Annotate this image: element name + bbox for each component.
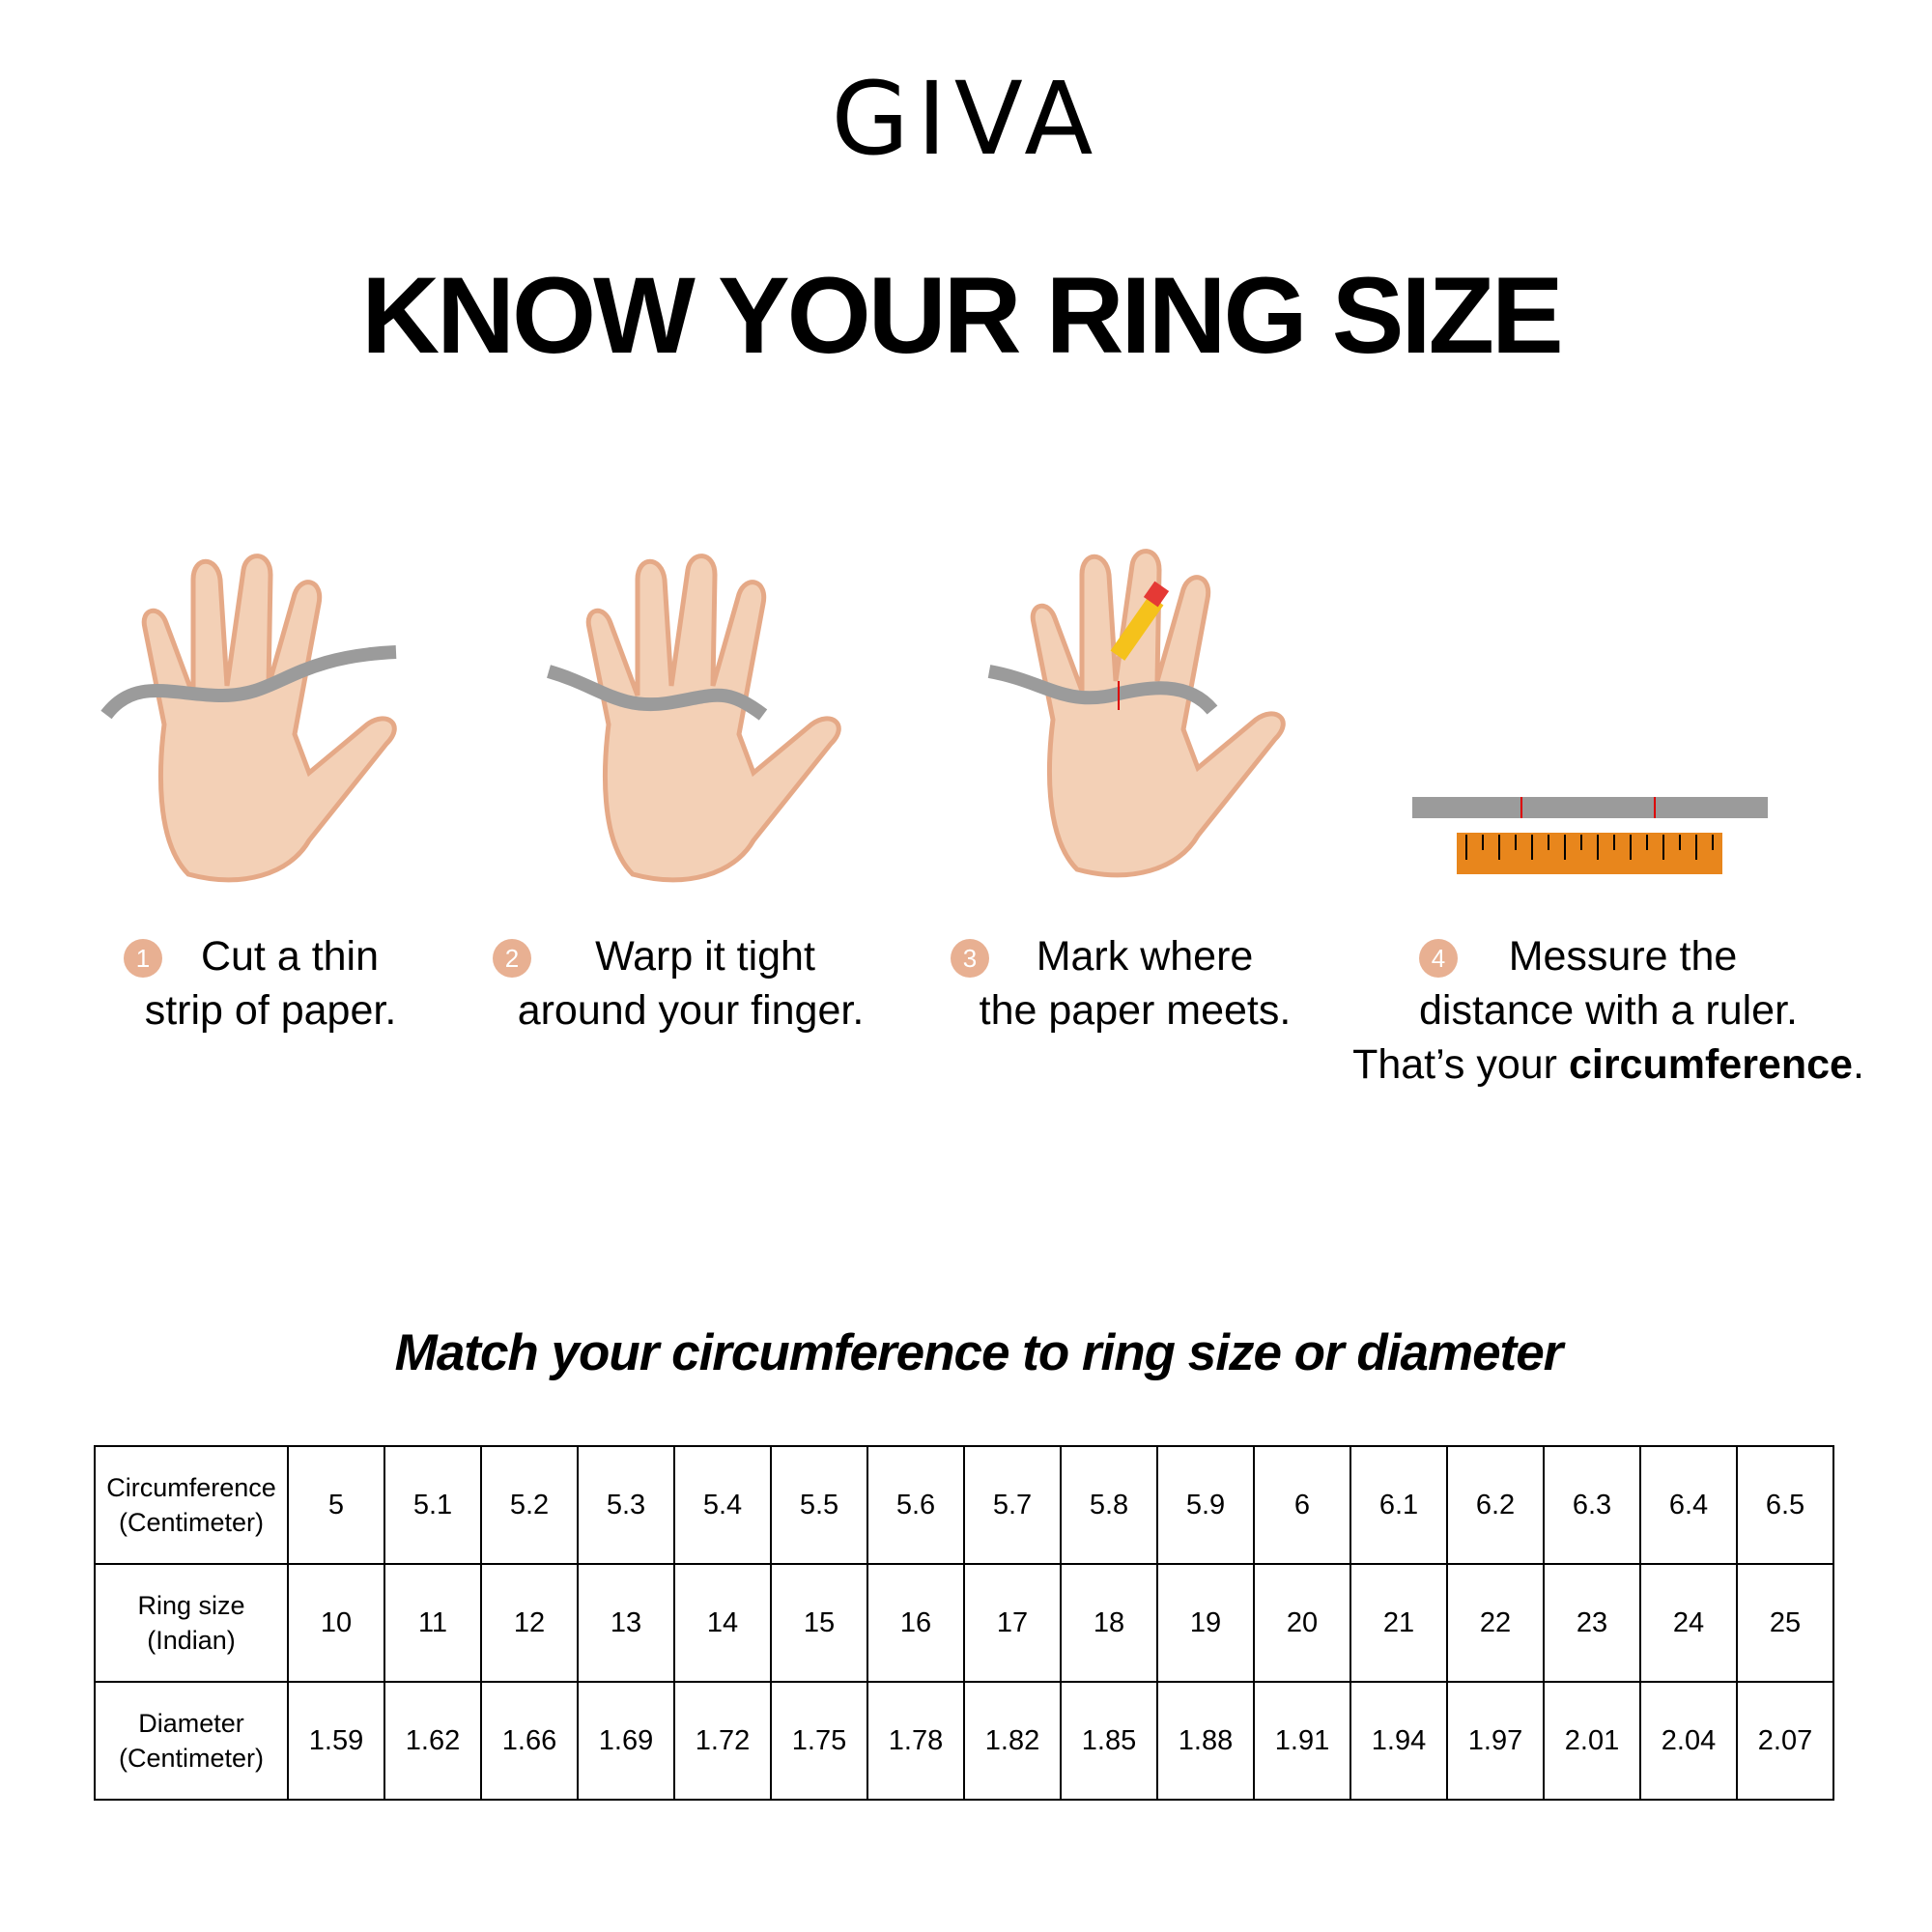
table-cell: 6.4: [1639, 1445, 1738, 1565]
circumference-emphasis: circumference: [1568, 1041, 1853, 1088]
step-1-text: Cut a thin strip of paper.: [145, 929, 435, 1037]
step-3-text: Mark where the paper meets.: [966, 929, 1323, 1037]
row-header-line1: Circumference: [106, 1473, 276, 1502]
hand-icon: [585, 554, 841, 883]
table-cell: 15: [770, 1563, 868, 1683]
line3-prefix: That’s your: [1352, 1041, 1569, 1088]
step-3-badge: 3: [951, 939, 989, 978]
table-cell: 25: [1736, 1563, 1834, 1683]
table-cell: 2.07: [1736, 1681, 1834, 1801]
table-subtitle: Match your circumference to ring size or…: [394, 1324, 1564, 1381]
table-cell: 1.59: [287, 1681, 385, 1801]
row-header-line2: (Centimeter): [118, 1508, 265, 1537]
pencil-icon: [1110, 581, 1170, 661]
row-header-line2: (Indian): [147, 1626, 236, 1655]
table-cell: 1.94: [1350, 1681, 1448, 1801]
table-cell: 12: [480, 1563, 579, 1683]
table-cell: 18: [1060, 1563, 1158, 1683]
table-cell: 16: [867, 1563, 965, 1683]
table-cell: 5.4: [673, 1445, 772, 1565]
table-cell: 6.1: [1350, 1445, 1448, 1565]
step-1-line1: Cut a thin: [200, 933, 380, 980]
step-4-text: Messure the distance with a ruler. That’…: [1343, 929, 1874, 1092]
table-cell: 6.3: [1543, 1445, 1641, 1565]
paper-strip-and-ruler-icon: [1412, 797, 1768, 874]
table-row: Diameter (Centimeter) 1.59 1.62 1.66 1.69 1.72…: [94, 1681, 1834, 1801]
table-cell: 14: [673, 1563, 772, 1683]
table-cell: 1.85: [1060, 1681, 1158, 1801]
table-cell: 1.62: [384, 1681, 482, 1801]
table-cell: 11: [384, 1563, 482, 1683]
table-cell: 1.82: [963, 1681, 1062, 1801]
table-cell: 5.2: [480, 1445, 579, 1565]
table-cell: 5.9: [1156, 1445, 1255, 1565]
step-2-line1: Warp it tight: [595, 933, 815, 980]
table-cell: 5.7: [963, 1445, 1062, 1565]
step-4-line2: distance with a ruler.: [1419, 987, 1798, 1034]
table-cell: 1.69: [577, 1681, 675, 1801]
hand-icon: [1030, 549, 1286, 878]
table-cell: 1.75: [770, 1681, 868, 1801]
ring-size-table: Circumference (Centimeter) 5 5.1 5.2 5.3 5.4 5.…: [94, 1445, 1834, 1801]
row-header: Ring size (Indian): [94, 1563, 289, 1683]
step-1-badge: 1: [124, 939, 162, 978]
step-3-line1: Mark where: [1036, 933, 1254, 980]
table-cell: 6.5: [1736, 1445, 1834, 1565]
hand-pencil-mark-icon: [987, 549, 1286, 878]
table-cell: 2.01: [1543, 1681, 1641, 1801]
table-row: Ring size (Indian) 10 11 12 13 14 15 16 17 18 19 20 2…: [94, 1563, 1834, 1683]
table-cell: 1.78: [867, 1681, 965, 1801]
table-cell: 17: [963, 1563, 1062, 1683]
table-cell: 6: [1253, 1445, 1351, 1565]
step-4-line1: Messure the: [1508, 933, 1738, 980]
table-cell: 21: [1350, 1563, 1448, 1683]
row-header: Circumference (Centimeter): [94, 1445, 289, 1565]
row-header-line2: (Centimeter): [118, 1744, 265, 1773]
table-cell: 5.3: [577, 1445, 675, 1565]
table-cell: 22: [1446, 1563, 1545, 1683]
table-cell: 5.6: [867, 1445, 965, 1565]
table-cell: 2.04: [1639, 1681, 1738, 1801]
hand-wrapped-finger-icon: [547, 554, 841, 883]
table-cell: 5.8: [1060, 1445, 1158, 1565]
table-cell: 23: [1543, 1563, 1641, 1683]
table-cell: 20: [1253, 1563, 1351, 1683]
step-4-badge: 4: [1419, 939, 1458, 978]
hand-with-paper-strip-icon: [100, 554, 397, 883]
table-cell: 1.91: [1253, 1681, 1351, 1801]
step-2-badge: 2: [493, 939, 531, 978]
step-1-line2: strip of paper.: [144, 987, 397, 1034]
table-cell: 6.2: [1446, 1445, 1545, 1565]
hand-icon: [141, 554, 397, 883]
step-2-line2: around your finger.: [517, 987, 865, 1034]
table-row: Circumference (Centimeter) 5 5.1 5.2 5.3 5.4 5.…: [94, 1445, 1834, 1565]
step-3-line2: the paper meets.: [979, 987, 1292, 1034]
table-cell: 5.1: [384, 1445, 482, 1565]
table-cell: 5: [287, 1445, 385, 1565]
table-cell: 19: [1156, 1563, 1255, 1683]
giva-logo: GIVA: [831, 60, 1101, 178]
row-header: Diameter (Centimeter): [94, 1681, 289, 1801]
table-cell: 1.97: [1446, 1681, 1545, 1801]
table-cell: 5.5: [770, 1445, 868, 1565]
step-4-line3: That’s your circumference.: [1343, 1037, 1874, 1092]
page-title: KNOW YOUR RING SIZE: [361, 255, 1563, 376]
table-cell: 1.88: [1156, 1681, 1255, 1801]
row-header-line1: Ring size: [137, 1591, 245, 1620]
table-cell: 13: [577, 1563, 675, 1683]
line3-suffix: .: [1852, 1041, 1864, 1088]
table-cell: 1.66: [480, 1681, 579, 1801]
table-cell: 10: [287, 1563, 385, 1683]
row-header-line1: Diameter: [138, 1709, 244, 1738]
table-cell: 1.72: [673, 1681, 772, 1801]
step-2-text: Warp it tight around your finger.: [512, 929, 898, 1037]
table-cell: 24: [1639, 1563, 1738, 1683]
